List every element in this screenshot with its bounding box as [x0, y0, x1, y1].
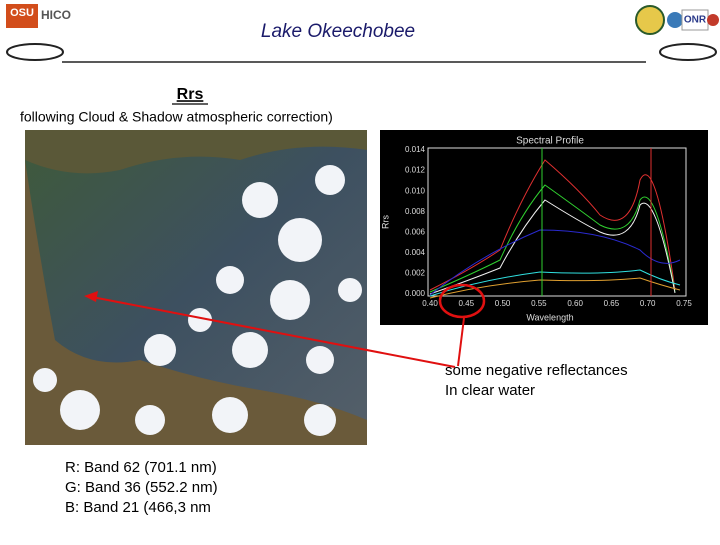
- plot-x-tick-label: 0.40: [422, 299, 438, 308]
- swoosh: [6, 43, 64, 61]
- plot-y-label: Rrs: [380, 215, 390, 229]
- swoosh: [659, 43, 717, 61]
- plot-x-tick-label: 0.60: [567, 299, 583, 308]
- plot-y-tick-label: 0.006: [405, 227, 426, 236]
- logo-text: HICO: [41, 8, 71, 22]
- plot-x-tick-label: 0.70: [640, 299, 656, 308]
- pointer-line: [457, 317, 465, 367]
- slide-title: Lake Okeechobee: [261, 21, 415, 42]
- satellite-image: [25, 130, 367, 445]
- plot-x-tick-label: 0.65: [604, 299, 620, 308]
- band-text: B: Band 21 (466,3 nm: [65, 499, 211, 516]
- band-text: R: Band 62 (701.1 nm): [65, 459, 217, 476]
- band-text: G: Band 36 (552.2 nm): [65, 479, 218, 496]
- logo-left: OSU HICO: [6, 4, 71, 28]
- highlight-ellipse: [438, 283, 486, 319]
- annotation-text: In clear water: [445, 382, 535, 399]
- arrow-head: [84, 291, 98, 302]
- heading: Rrs: [177, 86, 204, 103]
- subheading: following Cloud & Shadow atmospheric cor…: [20, 109, 333, 125]
- plot-x-label: Wavelength: [526, 312, 573, 322]
- plot-y-tick-label: 0.004: [405, 248, 426, 257]
- plot-x-tick-label: 0.50: [495, 299, 511, 308]
- plot-x-tick-label: 0.45: [458, 299, 474, 308]
- plot-y-tick-label: 0.002: [405, 269, 426, 278]
- arrow-line: [91, 296, 456, 368]
- plot-x-tick-label: 0.75: [676, 299, 692, 308]
- annotation-text: some negative reflectances: [445, 362, 628, 379]
- plot-y-tick-label: 0.014: [405, 145, 426, 154]
- logo-text: ONR: [684, 15, 707, 26]
- spectral-plot: Spectral Profile Rrs Wavelength 0.014 0.0…: [380, 130, 708, 325]
- plot-y-tick-label: 0.000: [405, 289, 426, 298]
- logo-text: OSU: [10, 7, 34, 19]
- plot-title: Spectral Profile: [516, 136, 584, 147]
- plot-x-tick-label: 0.55: [531, 299, 547, 308]
- plot-y-tick-label: 0.010: [405, 186, 426, 195]
- plot-y-tick-label: 0.012: [405, 166, 426, 175]
- logo-right: ONR: [635, 5, 719, 35]
- plot-y-tick-label: 0.008: [405, 207, 426, 216]
